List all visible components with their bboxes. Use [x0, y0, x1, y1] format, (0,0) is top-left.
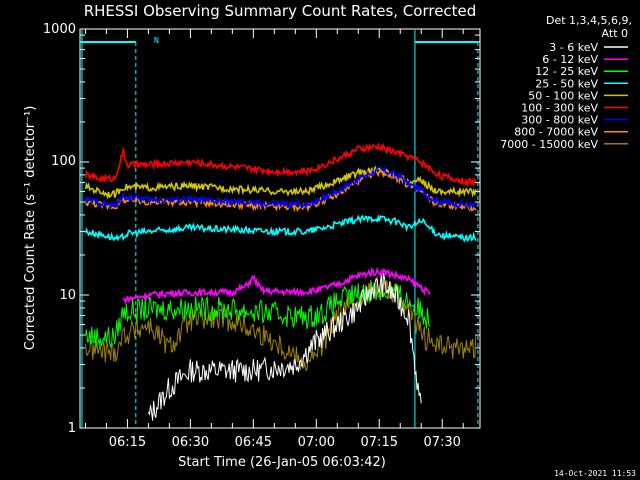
series-line-1	[122, 266, 431, 305]
series-line-2	[85, 282, 431, 349]
y-axis-label: Corrected Count Rate (s⁻¹ detector⁻¹)	[23, 106, 38, 351]
legend-label: 800 - 7000 keV	[514, 126, 598, 139]
x-tick-label: 06:45	[235, 435, 272, 450]
attenuator-overlay	[81, 30, 479, 428]
y-tick-label: 100	[51, 154, 76, 169]
legend-label: 7000 - 15000 keV	[500, 138, 598, 151]
x-tick-label: 06:15	[109, 435, 146, 450]
series-lines	[84, 141, 477, 421]
legend-label: 6 - 12 keV	[542, 53, 598, 66]
x-tick-label: 07:30	[423, 435, 460, 450]
legend-label: 300 - 800 keV	[521, 114, 598, 127]
legend-label: 50 - 100 keV	[528, 89, 598, 102]
chart-title: RHESSI Observing Summary Count Rates, Co…	[84, 2, 477, 20]
x-tick-label: 07:15	[361, 435, 398, 450]
y-tick-label: 10	[59, 288, 76, 303]
legend-label: 12 - 25 keV	[535, 65, 598, 78]
y-tick-label: 1	[68, 421, 76, 436]
x-axis-label: Start Time (26-Jan-05 06:03:42)	[178, 455, 386, 470]
series-line-6	[84, 165, 477, 211]
flag-label: N	[154, 36, 159, 45]
x-tick-label: 06:30	[172, 435, 209, 450]
series-line-3	[84, 214, 477, 243]
legend-label: 25 - 50 keV	[535, 77, 598, 90]
plot-frame	[79, 28, 481, 429]
legend-label: 100 - 300 keV	[521, 102, 598, 115]
series-line-0	[147, 273, 422, 421]
attenuator-info: Att 0	[602, 27, 628, 40]
legend-label: 3 - 6 keV	[549, 41, 598, 54]
y-tick-label: 1000	[43, 22, 76, 37]
series-line-4	[84, 165, 477, 200]
x-tick-label: 07:00	[298, 435, 335, 450]
series-line-5	[84, 141, 477, 188]
timestamp: 14-Oct-2021 11:53	[554, 469, 636, 478]
detector-info: Det 1,3,4,5,6,9,	[546, 14, 632, 27]
